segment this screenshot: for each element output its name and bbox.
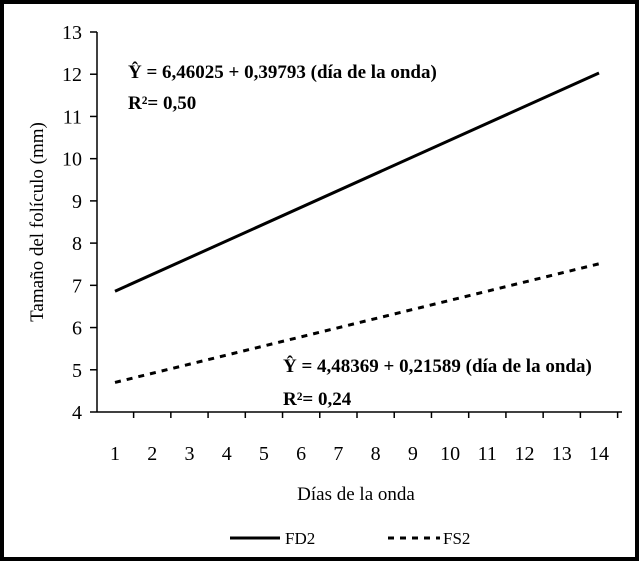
x-tick-label: 10 <box>440 443 460 465</box>
y-tick-label: 11 <box>63 106 82 128</box>
y-tick-label: 9 <box>72 191 82 213</box>
x-tick-label: 7 <box>333 443 343 465</box>
x-tick-label: 1 <box>110 443 120 465</box>
x-ticks: 1 2 3 4 5 6 7 8 9 10 11 12 13 14 <box>110 412 619 465</box>
y-axis-label: Tamaño del folículo (mm) <box>27 122 48 322</box>
x-tick-label: 8 <box>371 443 381 465</box>
y-tick-label: 10 <box>62 149 82 171</box>
y-tick-label: 12 <box>62 64 82 86</box>
y-tick-label: 6 <box>72 318 82 340</box>
x-tick-label: 4 <box>222 443 232 465</box>
fd2-r2: R²= 0,50 <box>128 93 196 114</box>
fs2-r2: R²= 0,24 <box>283 389 352 410</box>
y-tick-label: 13 <box>62 22 82 44</box>
y-tick-label: 4 <box>72 402 82 424</box>
fd2-equation: Ŷ = 6,46025 + 0,39793 (día de la onda) <box>128 61 437 83</box>
series-lines <box>114 71 600 384</box>
y-tick-label: 7 <box>72 275 82 297</box>
y-tick-label: 8 <box>72 233 82 255</box>
y-tick-label: 5 <box>72 360 82 382</box>
x-tick-label: 6 <box>296 443 306 465</box>
x-axis-label: Días de la onda <box>297 484 415 505</box>
x-tick-label: 12 <box>515 443 535 465</box>
x-tick-label: 9 <box>408 443 418 465</box>
x-tick-label: 2 <box>147 443 157 465</box>
x-tick-label: 5 <box>259 443 269 465</box>
series-line-fd2 <box>114 71 600 293</box>
legend-fd2-label: FD2 <box>285 529 315 548</box>
x-tick-label: 3 <box>184 443 194 465</box>
legend: FD2 FS2 <box>230 529 470 548</box>
fs2-equation: Ŷ = 4,48369 + 0,21589 (día de la onda) <box>283 355 592 377</box>
x-tick-label: 11 <box>478 443 497 465</box>
x-tick-label: 13 <box>552 443 572 465</box>
axes <box>96 32 622 413</box>
y-ticks: 4 5 6 7 8 9 10 11 12 13 <box>62 22 97 424</box>
legend-fs2-label: FS2 <box>443 529 470 548</box>
x-tick-label: 14 <box>589 443 609 465</box>
